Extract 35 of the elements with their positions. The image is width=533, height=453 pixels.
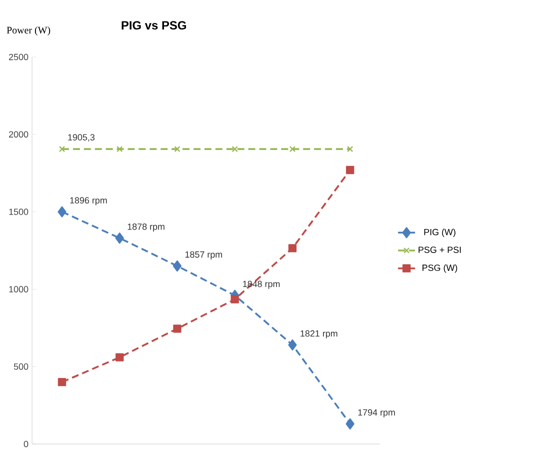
- y-tick-label: 0: [24, 440, 28, 448]
- point: [173, 324, 182, 333]
- point: [172, 260, 182, 272]
- point: [230, 295, 239, 304]
- point: [174, 146, 180, 152]
- y-tick-label: 2500: [9, 54, 28, 60]
- legend-label: PSG + PSI: [418, 246, 461, 253]
- y-axis-title: Power (W): [6, 26, 50, 36]
- y-tick-label: 1500: [9, 208, 28, 215]
- point: [347, 146, 354, 152]
- point: [58, 146, 66, 152]
- legend-label: PIG (W): [424, 228, 456, 238]
- point: [58, 378, 66, 386]
- point: [58, 206, 66, 218]
- point: [232, 146, 238, 152]
- point: [116, 353, 124, 362]
- annotation: 1848 rpm: [243, 280, 280, 289]
- point: [346, 166, 354, 174]
- annotation: 1821 rpm: [300, 330, 338, 338]
- annotation: 1857 rpm: [185, 251, 222, 260]
- point: [116, 146, 123, 152]
- annotation: 1878 rpm: [128, 223, 164, 232]
- point: [288, 339, 297, 351]
- point: [288, 244, 297, 252]
- chart-title: PIG vs PSG: [122, 21, 186, 30]
- point: [289, 146, 296, 152]
- legend-label: PSG (W): [422, 264, 458, 273]
- point: [115, 232, 124, 244]
- y-tick-label: 500: [14, 363, 28, 370]
- point: [346, 418, 354, 430]
- annotation: 1794 rpm: [358, 409, 395, 418]
- y-tick-label: 2000: [9, 131, 28, 138]
- annotation: 1896 rpm: [70, 197, 107, 206]
- data-label: 1905,3: [68, 134, 95, 142]
- y-tick-label: 1000: [9, 286, 28, 292]
